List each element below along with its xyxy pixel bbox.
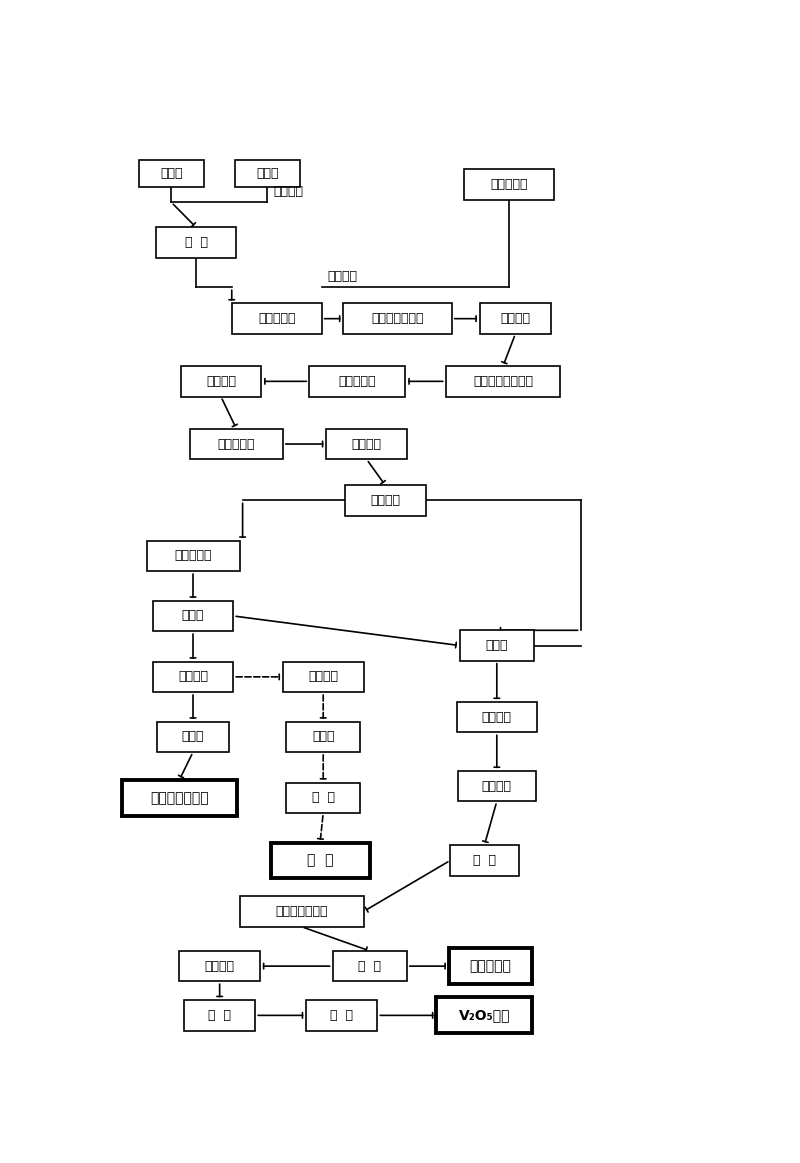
- Bar: [156, 227, 237, 258]
- Text: 隧道窑还原: 隧道窑还原: [338, 374, 376, 387]
- Bar: [464, 169, 554, 200]
- Bar: [286, 721, 360, 752]
- Text: 湿式磁选: 湿式磁选: [370, 494, 400, 507]
- Bar: [459, 630, 534, 661]
- Text: 添加剂: 添加剂: [256, 167, 278, 180]
- Text: 高密度自动压锎: 高密度自动压锎: [371, 312, 424, 326]
- Text: 自动配料: 自动配料: [274, 185, 304, 198]
- Text: 还原锎破碎: 还原锎破碎: [218, 437, 255, 450]
- Bar: [181, 366, 262, 397]
- Text: 钒鬼鐵精矿: 钒鬼鐵精矿: [490, 178, 528, 191]
- Text: 还原剂: 还原剂: [160, 167, 182, 180]
- Text: 精还原: 精还原: [312, 730, 334, 743]
- Text: 机械装梯度合金罐: 机械装梯度合金罐: [473, 374, 533, 387]
- Bar: [450, 846, 518, 876]
- Text: 机械卸锎: 机械卸锎: [206, 374, 236, 387]
- Bar: [146, 541, 239, 571]
- Bar: [158, 721, 229, 752]
- Text: 粉  碎: 粉 碎: [312, 791, 334, 805]
- Text: 湿式棒磨: 湿式棒磨: [352, 437, 382, 450]
- Bar: [270, 842, 370, 878]
- Text: 脱水干燥: 脱水干燥: [482, 711, 512, 723]
- Bar: [345, 485, 426, 515]
- Bar: [286, 783, 360, 813]
- Bar: [457, 702, 537, 733]
- Bar: [446, 366, 560, 397]
- Text: 钒液浓缩: 钒液浓缩: [205, 959, 234, 972]
- Text: 造  球: 造 球: [473, 854, 496, 866]
- Bar: [436, 998, 533, 1033]
- Text: 扫磁选: 扫磁选: [486, 638, 508, 652]
- Text: V₂O₅产品: V₂O₅产品: [458, 1008, 510, 1022]
- Bar: [283, 662, 363, 692]
- Text: 水  浸: 水 浸: [358, 959, 381, 972]
- Text: 锻  烧: 锻 烧: [330, 1008, 354, 1022]
- Bar: [179, 951, 260, 982]
- Text: 自动配料: 自动配料: [328, 270, 358, 283]
- Bar: [232, 304, 322, 334]
- Bar: [138, 160, 204, 187]
- Bar: [306, 1000, 378, 1030]
- Text: 轮碾机混料: 轮碾机混料: [258, 312, 295, 326]
- Bar: [480, 304, 551, 334]
- Text: 精磁选: 精磁选: [182, 609, 204, 622]
- Bar: [235, 160, 300, 187]
- Text: 富钒鬼料: 富钒鬼料: [482, 779, 512, 793]
- Bar: [153, 662, 234, 692]
- Bar: [190, 429, 283, 459]
- Text: 搞拌磨细磨: 搞拌磨细磨: [174, 549, 212, 563]
- Text: 富钓料产品: 富钓料产品: [470, 959, 511, 973]
- Bar: [184, 1000, 255, 1030]
- Bar: [310, 366, 406, 397]
- Bar: [449, 948, 533, 984]
- Bar: [343, 304, 452, 334]
- Text: 脱水干燥: 脱水干燥: [308, 670, 338, 684]
- Text: 供炼钓用海绵鐵: 供炼钓用海绵鐵: [150, 791, 209, 805]
- Text: 粉  碎: 粉 碎: [185, 236, 208, 249]
- Bar: [153, 601, 234, 632]
- Bar: [239, 897, 363, 927]
- Bar: [458, 771, 535, 801]
- Bar: [326, 429, 407, 459]
- Text: 无污染氧化焙烧: 无污染氧化焙烧: [275, 905, 328, 918]
- Text: 磁性产品: 磁性产品: [178, 670, 208, 684]
- Text: 自动码堆: 自动码堆: [501, 312, 530, 326]
- Bar: [122, 780, 237, 815]
- Text: 鐵  粉: 鐵 粉: [307, 854, 334, 868]
- Bar: [333, 951, 407, 982]
- Text: 冷压块: 冷压块: [182, 730, 204, 743]
- Text: 沉  钒: 沉 钒: [208, 1008, 231, 1022]
